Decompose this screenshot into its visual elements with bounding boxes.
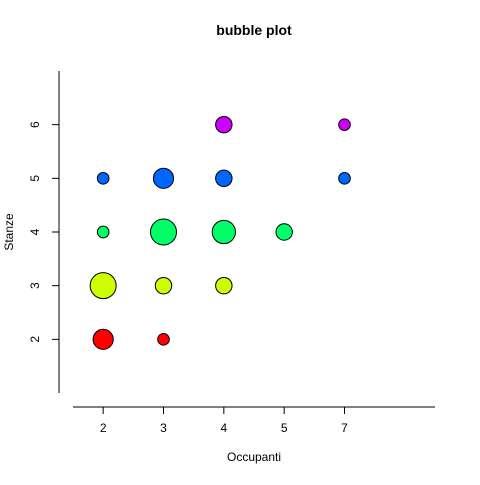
chart-title: bubble plot [216, 22, 292, 38]
x-axis-label: Occupanti [227, 450, 281, 464]
x-tick-label: 3 [160, 421, 167, 435]
bubble-point [338, 118, 351, 131]
y-axis-label: Stanze [2, 213, 16, 251]
bubble-point [96, 172, 110, 185]
bubble-point [215, 276, 233, 295]
x-axis: 2 3 4 5 7 [73, 406, 435, 435]
y-axis: 2 3 4 5 6 [28, 71, 60, 393]
bubble-point [154, 276, 173, 295]
y-tick-label: 6 [28, 121, 42, 128]
x-tick-label: 2 [100, 421, 107, 435]
bubble-point [89, 272, 117, 300]
x-tick-label: 5 [281, 421, 288, 435]
bubble-point [157, 333, 170, 346]
bubble-point [96, 225, 110, 239]
bubble-point [152, 167, 175, 189]
bubble-point [92, 328, 114, 350]
bubble-layer [89, 115, 351, 350]
y-tick-label: 2 [28, 336, 42, 343]
x-tick-label: 7 [341, 421, 348, 435]
bubble-point [211, 219, 236, 245]
y-tick-label: 3 [28, 282, 42, 289]
x-tick-label: 4 [220, 421, 227, 435]
bubble-point [275, 223, 293, 241]
y-tick-label: 4 [28, 228, 42, 235]
bubble-point [215, 169, 233, 188]
bubble-point [150, 218, 177, 246]
bubble-point [215, 115, 233, 134]
y-tick-label: 5 [28, 175, 42, 182]
bubble-point [338, 172, 351, 185]
